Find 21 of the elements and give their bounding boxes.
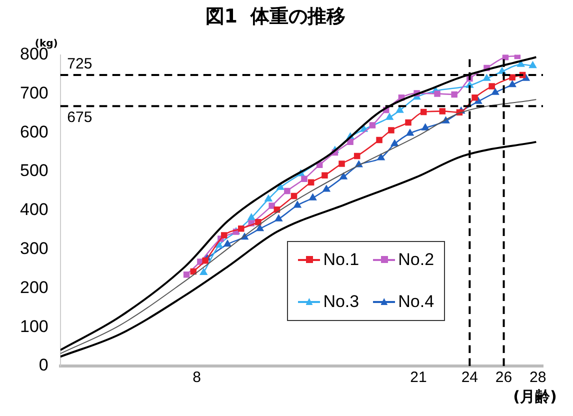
- legend-label: No.2: [398, 250, 434, 270]
- x-tick-label: 26: [495, 369, 512, 386]
- y-tick-label: 600: [20, 122, 48, 142]
- legend-label: No.3: [323, 292, 360, 312]
- y-tick-label: 700: [20, 83, 48, 102]
- legend-label: No.4: [398, 292, 434, 312]
- y-tick-label: 0: [38, 356, 48, 375]
- x-axis-title: (月齢): [513, 387, 557, 406]
- x-tick-label: 21: [410, 369, 427, 386]
- legend-label: No.1: [323, 250, 360, 270]
- y-tick-label: 500: [20, 161, 48, 180]
- y-tick-label: 200: [20, 278, 48, 297]
- annotation: 675: [67, 108, 92, 126]
- annotation: 725: [67, 56, 92, 73]
- y-tick-label: 300: [20, 238, 48, 258]
- x-tick-label: 28: [530, 369, 546, 386]
- x-tick-label: 8: [192, 369, 201, 386]
- x-tick-label: 24: [461, 369, 478, 386]
- y-tick-label: 100: [20, 316, 48, 336]
- y-tick-label: 400: [20, 200, 48, 220]
- chart-title: 図1 体重の推移: [205, 5, 346, 28]
